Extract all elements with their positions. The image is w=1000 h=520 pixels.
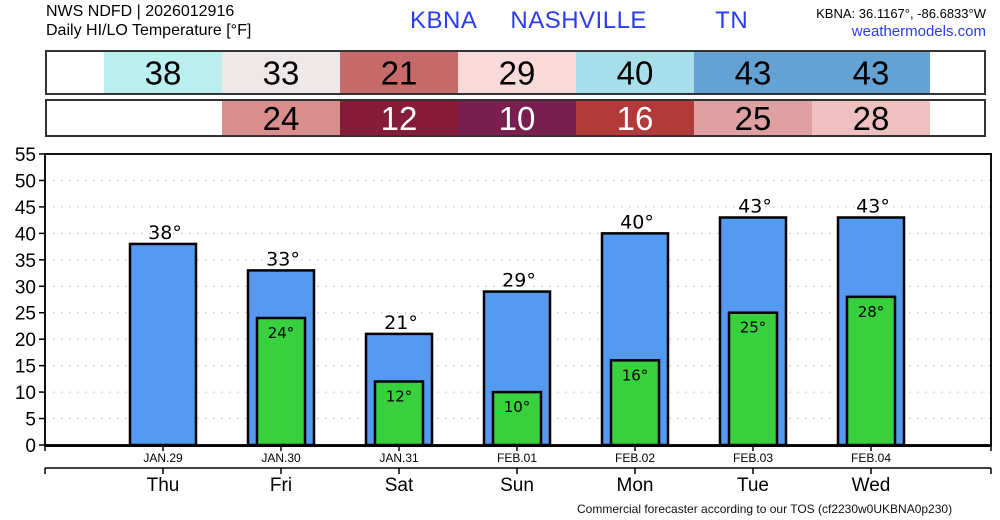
footer-note: Commercial forecaster according to our T… xyxy=(577,502,953,516)
hi-table-value: 21 xyxy=(381,55,418,92)
day-label: Thu xyxy=(147,475,180,496)
hi-data-label: 29° xyxy=(502,270,536,292)
hi-table-value: 38 xyxy=(145,55,182,92)
x-tick-label: JAN.31 xyxy=(379,451,419,465)
y-tick-label: 0 xyxy=(25,436,36,457)
hi-table-cell xyxy=(458,52,576,93)
lo-table-value: 28 xyxy=(853,100,890,137)
x-tick-label: JAN.29 xyxy=(143,451,183,465)
lo-data-label: 24° xyxy=(268,324,295,342)
lo-table-value: 12 xyxy=(381,100,418,137)
lo-data-label: 25° xyxy=(740,319,767,337)
y-tick-label: 20 xyxy=(15,330,36,351)
day-label: Fri xyxy=(270,475,292,496)
product-title: NWS NDFD | 2026012916 xyxy=(46,3,235,20)
lo-data-label: 16° xyxy=(622,366,649,384)
lo-data-label: 28° xyxy=(858,303,885,321)
lo-table-cell xyxy=(222,101,340,135)
lo-table-value: 16 xyxy=(617,100,654,137)
y-tick-label: 15 xyxy=(15,357,36,378)
lo-table-cell xyxy=(694,101,812,135)
site-link[interactable]: weathermodels.com xyxy=(851,23,986,40)
day-label: Mon xyxy=(617,475,654,496)
y-tick-label: 5 xyxy=(25,410,36,431)
y-tick-label: 35 xyxy=(15,251,36,272)
x-tick-label: FEB.02 xyxy=(615,451,655,465)
hi-table-value: 40 xyxy=(617,55,654,92)
lo-bar xyxy=(609,359,661,447)
day-label: Tue xyxy=(737,475,769,496)
hi-data-label: 43° xyxy=(856,195,890,217)
hi-table-cell xyxy=(222,52,340,93)
lo-table-value: 24 xyxy=(263,100,300,137)
lo-table-cell xyxy=(104,101,222,135)
lo-table-cell xyxy=(340,101,458,135)
lo-table-value: 10 xyxy=(499,100,536,137)
hi-data-label: 38° xyxy=(148,222,182,244)
hi-table-value: 33 xyxy=(263,55,300,92)
hi-table-value: 29 xyxy=(499,55,536,92)
hi-table-value: 43 xyxy=(735,55,772,92)
day-label: Wed xyxy=(852,475,891,496)
y-tick-label: 30 xyxy=(15,277,36,298)
lo-bar xyxy=(255,316,307,447)
hi-table-cell xyxy=(104,52,222,93)
x-tick-label: FEB.03 xyxy=(733,451,773,465)
hi-table-cell xyxy=(340,52,458,93)
y-tick-label: 50 xyxy=(15,171,36,192)
station-coordinates: KBNA: 36.1167°, -86.6833°W xyxy=(816,6,986,21)
x-tick-label: JAN.30 xyxy=(261,451,301,465)
lo-data-label: 12° xyxy=(386,388,413,406)
station-location: KBNA NASHVILLE TN xyxy=(410,7,749,34)
y-tick-label: 40 xyxy=(15,224,36,245)
y-tick-label: 45 xyxy=(15,198,36,219)
day-label: Sat xyxy=(385,475,414,496)
hi-table-cell xyxy=(576,52,694,93)
hi-table-value: 43 xyxy=(853,55,890,92)
lo-table-cell xyxy=(576,101,694,135)
variable-title: Daily HI/LO Temperature [°F] xyxy=(46,22,252,39)
hi-table-cell xyxy=(812,52,930,93)
lo-table-cell xyxy=(458,101,576,135)
hi-data-label: 40° xyxy=(620,211,654,233)
lo-table-cell xyxy=(812,101,930,135)
hi-table-cell xyxy=(694,52,812,93)
y-tick-label: 10 xyxy=(15,383,36,404)
hi-data-label: 21° xyxy=(384,312,418,334)
y-tick-label: 25 xyxy=(15,304,36,325)
day-label: Sun xyxy=(500,475,534,496)
y-tick-label: 55 xyxy=(15,145,36,166)
hi-data-label: 43° xyxy=(738,195,772,217)
lo-bar xyxy=(727,311,779,447)
lo-bar xyxy=(845,295,897,447)
x-tick-label: FEB.04 xyxy=(851,451,891,465)
hi-bar xyxy=(128,242,198,447)
lo-table-value: 25 xyxy=(735,100,772,137)
x-tick-label: FEB.01 xyxy=(497,451,537,465)
hi-data-label: 33° xyxy=(266,248,300,270)
lo-data-label: 10° xyxy=(504,398,531,416)
